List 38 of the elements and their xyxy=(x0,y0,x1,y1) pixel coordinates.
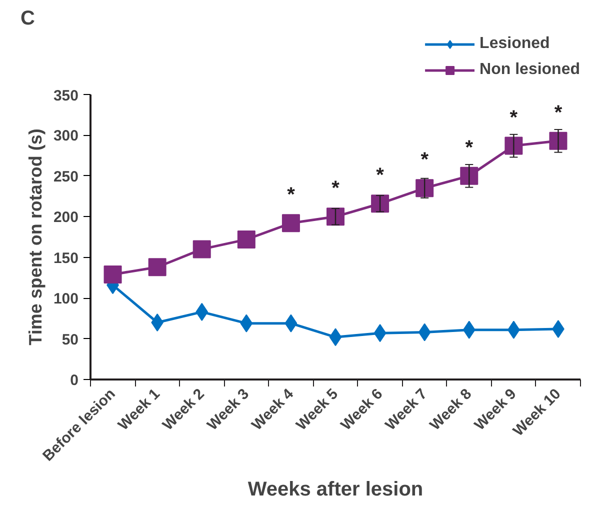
annotation: * xyxy=(465,136,474,159)
legend-label: Non lesioned xyxy=(480,61,580,79)
point xyxy=(549,132,568,150)
y-tick-label: 350 xyxy=(53,88,79,104)
point xyxy=(148,258,166,276)
annotation: * xyxy=(376,164,384,187)
point xyxy=(462,320,476,339)
point xyxy=(504,136,523,155)
point xyxy=(284,314,298,332)
point xyxy=(374,324,386,342)
point xyxy=(371,194,390,213)
annotation: * xyxy=(332,178,340,200)
y-tick-label: 100 xyxy=(53,290,79,308)
point xyxy=(192,240,211,258)
point xyxy=(240,314,253,332)
point xyxy=(237,230,256,248)
point xyxy=(418,323,431,342)
legend-label: Lesioned xyxy=(480,35,550,53)
point xyxy=(416,179,434,198)
annotation: * xyxy=(554,102,562,124)
chart-title: C xyxy=(20,8,35,30)
point xyxy=(196,302,208,321)
y-tick-label: 250 xyxy=(53,168,79,186)
annotation: * xyxy=(420,149,429,172)
x-axis-title: Weeks after lesion xyxy=(248,478,424,501)
annotation: * xyxy=(510,106,518,129)
annotation: * xyxy=(287,184,296,206)
point xyxy=(282,214,300,232)
y-tick-label: 0 xyxy=(70,372,78,389)
point xyxy=(460,166,478,185)
point xyxy=(329,328,342,346)
point xyxy=(326,208,344,226)
y-tick-label: 200 xyxy=(53,209,79,226)
y-tick-label: 150 xyxy=(53,250,79,267)
point xyxy=(104,265,122,284)
y-axis-title: Time spent on rotarod (s) xyxy=(25,128,46,346)
y-tick-label: 300 xyxy=(53,128,79,145)
y-tick-label: 50 xyxy=(62,331,79,348)
